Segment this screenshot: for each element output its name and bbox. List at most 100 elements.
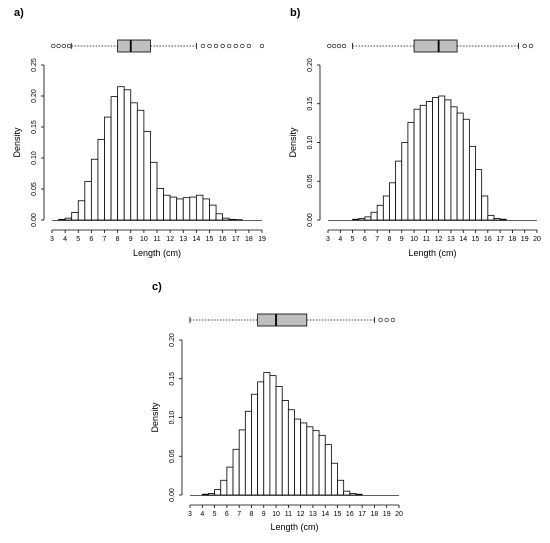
y-tick-label: 0.15 [307, 97, 314, 111]
histogram-bar [222, 217, 230, 221]
panel-b: b) 3 4 5 6 7 8 9 10 11 12 13 14 15 16 17 18 19 20 Length (c… [288, 7, 541, 258]
histogram-bar [330, 462, 338, 496]
histogram-bar [244, 410, 252, 496]
x-tick-label: 18 [371, 511, 379, 518]
histogram-bar [456, 112, 464, 221]
histogram-bar [395, 160, 403, 221]
histogram-bar [251, 393, 259, 496]
y-tick-label: 0.05 [31, 182, 38, 196]
x-tick-label: 20 [395, 511, 403, 518]
histogram-bar [176, 198, 184, 221]
boxplot-outlier [246, 43, 251, 49]
x-tick-label: 8 [116, 236, 120, 243]
x-tick-label: 16 [484, 236, 492, 243]
histogram-bar [324, 444, 332, 496]
histogram-bar [370, 211, 378, 221]
boxplot-outlier [220, 43, 225, 49]
y-tick-label: 0.20 [307, 58, 314, 72]
histogram-bar [104, 116, 112, 221]
x-tick-label: 13 [179, 236, 187, 243]
histogram-bar [425, 101, 433, 221]
x-tick-label: 12 [166, 236, 174, 243]
boxplot-outlier [336, 43, 342, 49]
boxplot-box [117, 39, 151, 53]
histogram-bar [84, 181, 92, 221]
histogram-bar [97, 138, 105, 221]
histogram-bar [376, 204, 384, 221]
x-tick-label: 11 [285, 511, 292, 518]
histogram-bar [201, 493, 209, 496]
boxplot-outlier [200, 43, 206, 49]
x-tick-label: 12 [435, 236, 443, 243]
x-tick-label: 7 [103, 236, 107, 243]
histogram-bar [64, 217, 73, 221]
x-axis-title: Length (cm) [408, 248, 456, 258]
boxplot-outlier [522, 43, 527, 49]
x-tick-label: 7 [375, 236, 379, 243]
histogram-bar [71, 212, 79, 221]
x-tick-label: 4 [338, 236, 342, 243]
boxplot-outlier [227, 43, 232, 49]
x-axis-title: Length (cm) [270, 522, 318, 532]
histogram-bar [389, 182, 397, 221]
histogram-bar [90, 158, 99, 221]
histogram-bar [444, 99, 452, 221]
x-tick-label: 17 [232, 236, 240, 243]
x-tick-label: 15 [472, 236, 480, 243]
x-tick-label: 17 [496, 236, 504, 243]
histogram-bar [287, 409, 295, 496]
y-tick-label: 0.20 [169, 333, 176, 347]
boxplot-outlier [390, 317, 395, 323]
histogram-bar [450, 106, 458, 221]
y-tick-label: 0.00 [31, 213, 38, 227]
histogram-bar [419, 104, 427, 221]
x-tick-label: 12 [297, 511, 305, 518]
x-tick-label: 20 [533, 236, 541, 243]
x-tick-label: 9 [129, 236, 133, 243]
histogram-bar [481, 195, 489, 221]
x-tick-label: 3 [188, 511, 192, 518]
histogram-bar [169, 196, 178, 221]
x-axis-title: Length (cm) [133, 248, 181, 258]
x-tick-label: 17 [358, 511, 366, 518]
boxplot-outlier [66, 43, 72, 49]
y-tick-label: 0.05 [169, 449, 176, 463]
histogram-bar [182, 197, 191, 221]
histogram-bar [355, 493, 363, 496]
histogram-bar [438, 95, 446, 221]
histogram-bar [143, 130, 151, 221]
x-tick-label: 10 [272, 511, 280, 518]
histogram-bar [407, 121, 415, 221]
boxplot-outlier [332, 43, 337, 49]
x-tick-label: 14 [192, 236, 200, 243]
boxplot-outlier [61, 43, 66, 49]
x-tick-label: 11 [153, 236, 160, 243]
y-tick-label: 0.10 [307, 136, 314, 150]
histogram-bar [352, 218, 360, 221]
histogram-bar [487, 214, 495, 221]
boxplot-outlier [51, 43, 56, 49]
y-tick-label: 0.25 [31, 58, 38, 72]
x-tick-label: 14 [459, 236, 467, 243]
histogram-bar [300, 422, 308, 496]
x-tick-label: 9 [262, 511, 266, 518]
histogram-bar [493, 218, 501, 221]
histogram-bar [401, 142, 409, 221]
histogram-bar [163, 194, 171, 221]
x-tick-label: 18 [245, 236, 253, 243]
histogram-bar [238, 429, 246, 496]
histogram-bar [475, 169, 483, 221]
boxplot-box [257, 313, 308, 327]
histogram-bar [263, 372, 271, 496]
panel-a: a) 3 4 5 6 7 8 9 10 11 12 13 14 15 16 17 18 19 Length (cm)… [12, 7, 266, 258]
histogram-bar [130, 102, 138, 221]
histogram-bar [499, 218, 507, 221]
histogram-bar [117, 86, 125, 221]
histogram-bar [202, 198, 210, 221]
histogram-bar [150, 161, 158, 221]
histogram-bar [110, 96, 119, 221]
x-tick-label: 8 [388, 236, 392, 243]
boxplot-outlier [327, 43, 332, 49]
histogram-bar [432, 97, 440, 221]
